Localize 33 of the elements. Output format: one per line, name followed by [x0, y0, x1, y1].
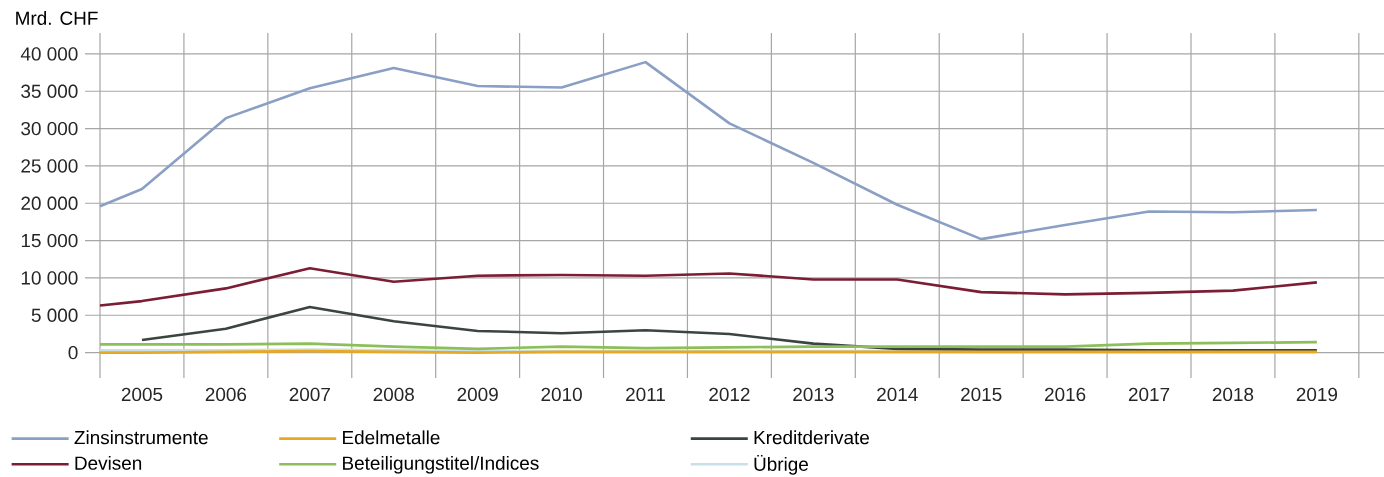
- legend-label: Zinsinstrumente: [74, 430, 208, 445]
- x-tick-label: 2012: [709, 387, 750, 402]
- x-tick-label: 2018: [1212, 387, 1254, 402]
- x-tick-label: 2006: [205, 387, 247, 402]
- y-tick-label: 0: [68, 345, 78, 360]
- y-tick-label: 35 000: [21, 84, 78, 98]
- y-tick-label: 25 000: [21, 159, 78, 173]
- x-tick-label: 2016: [1044, 387, 1086, 402]
- y-tick-label: 10 000: [21, 271, 78, 285]
- y-axis-title: Mrd. CHF: [16, 11, 98, 25]
- x-tick-label: 2007: [289, 387, 330, 402]
- x-tick-label: 2008: [373, 387, 414, 402]
- x-tick-label: 2009: [457, 387, 498, 402]
- x-tick-label: 2014: [877, 387, 918, 402]
- x-tick-label: 2017: [1128, 387, 1170, 402]
- x-tick-label: 2015: [961, 387, 1002, 402]
- y-tick-label: 40 000: [20, 47, 78, 61]
- line-series: [98, 266, 1319, 307]
- y-tick-label: 30 000: [21, 121, 78, 136]
- y-tick-label: 15 000: [21, 233, 78, 248]
- y-tick-label: 20 000: [21, 196, 78, 210]
- x-tick-label: 2013: [793, 387, 834, 402]
- x-tick-label: 2005: [121, 387, 163, 402]
- legend-label: Kreditderivate: [754, 430, 869, 445]
- legend-label: Übrige: [754, 454, 808, 475]
- legend-label: Beteiligungstitel/Indices: [343, 455, 539, 474]
- legend-label: Edelmetalle: [343, 430, 440, 445]
- x-tick-label: 2010: [541, 387, 582, 402]
- y-tick-label: 5 000: [31, 308, 78, 322]
- x-tick-label: 2011: [626, 387, 665, 402]
- x-tick-label: 2019: [1296, 387, 1338, 402]
- legend-label: Devisen: [75, 455, 142, 470]
- line-series: [98, 60, 1319, 241]
